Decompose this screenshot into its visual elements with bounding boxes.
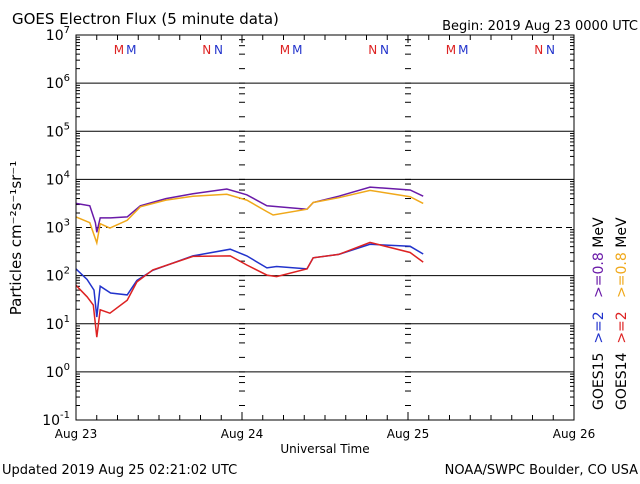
series-line-goes14-0-8-mev — [75, 189, 424, 246]
plot-frame — [75, 34, 575, 421]
legend-goes15: GOES15 >=2 >=0.8 MeV — [591, 217, 607, 410]
y-tick-label: 106 — [46, 73, 70, 92]
series-line-goes14-2-mev — [75, 241, 424, 338]
marker-n-goes14: N — [368, 43, 377, 57]
marker-m-goes15: M — [126, 43, 136, 57]
series-line-goes15-2-mev — [75, 243, 424, 318]
legend: GOES15 >=2 >=0.8 MeV GOES14 >=2 >=0.8 MeV — [591, 217, 630, 410]
y-tick-label: 107 — [46, 25, 70, 44]
series-line-goes15-0-8-mev — [75, 186, 424, 233]
y-tick-label: 104 — [46, 169, 70, 188]
y-tick-label: 101 — [46, 314, 70, 333]
marker-m-goes15: M — [458, 43, 468, 57]
marker-n-goes14: N — [202, 43, 211, 57]
footer-updated: Updated 2019 Aug 25 02:21:02 UTC — [2, 463, 237, 478]
y-tick-label: 105 — [46, 121, 70, 140]
marker-n-goes15: N — [546, 43, 555, 57]
footer-credit: NOAA/SWPC Boulder, CO USA — [445, 463, 638, 478]
marker-m-goes14: M — [114, 43, 124, 57]
x-tick-label: Aug 23 — [55, 427, 98, 441]
series-lines — [75, 186, 424, 338]
marker-n-goes14: N — [534, 43, 543, 57]
y-tick-label: 103 — [46, 218, 70, 237]
grid-lines — [76, 39, 574, 421]
y-tick-label: 10-1 — [42, 410, 70, 429]
marker-m-goes15: M — [292, 43, 302, 57]
x-tick-label: Aug 24 — [221, 427, 264, 441]
marker-m-goes14: M — [280, 43, 290, 57]
marker-n-goes15: N — [214, 43, 223, 57]
marker-n-goes15: N — [380, 43, 389, 57]
legend-goes14: GOES14 >=2 >=0.8 MeV — [614, 217, 630, 410]
x-axis-label: Universal Time — [280, 442, 369, 456]
y-tick-label: 100 — [46, 362, 70, 381]
begin-label: Begin: 2019 Aug 23 0000 UTC — [442, 19, 638, 34]
x-tick-label: Aug 25 — [387, 427, 430, 441]
x-tick-label: Aug 26 — [553, 427, 596, 441]
chart-title: GOES Electron Flux (5 minute data) — [12, 10, 279, 28]
y-axis-label: Particles cm⁻²s⁻¹sr⁻¹ — [7, 161, 25, 315]
marker-m-goes14: M — [446, 43, 456, 57]
y-tick-label: 102 — [46, 266, 70, 285]
